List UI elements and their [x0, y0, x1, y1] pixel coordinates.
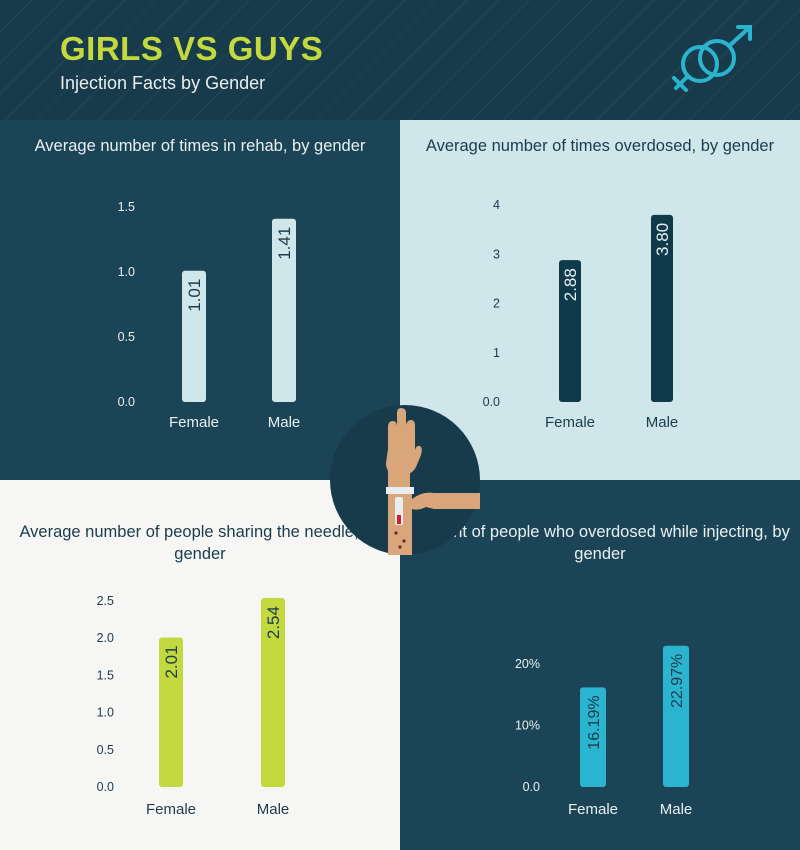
y-tick-label: 20%	[515, 657, 540, 671]
needle-sharing-chart: 0.0 0.5 1.0 1.5 2.0 2.5 2.01 Female 2.54 Male	[97, 594, 290, 818]
y-tick-label: 2	[493, 297, 500, 311]
page-subtitle: Injection Facts by Gender	[60, 73, 266, 93]
header: GIRLS VS GUYS Injection Facts by Gender	[0, 0, 800, 120]
chart-title: Average number of people sharing the nee…	[19, 523, 381, 563]
bar-male	[663, 645, 689, 787]
rehab-chart: 0.0 0.5 1.0 1.5 1.01 Female 1.41 Male	[118, 200, 301, 431]
y-tick-label: 0.0	[523, 780, 540, 794]
y-tick-label: 10%	[515, 719, 540, 733]
y-tick-label: 2.5	[97, 594, 114, 608]
bar-male	[261, 598, 285, 787]
chart-title: Average number of times overdosed, by ge…	[425, 137, 775, 155]
chart-title: Average number of times in rehab, by gen…	[34, 137, 366, 155]
bar-value-label: 2.54	[264, 606, 283, 639]
category-label: Male	[646, 414, 679, 431]
y-tick-label: 1.0	[97, 706, 114, 720]
category-label: Female	[169, 414, 219, 431]
y-tick-label: 2.0	[97, 631, 114, 645]
bar-male	[651, 214, 673, 402]
y-tick-label: 0.0	[97, 780, 114, 794]
y-tick-label: 1.0	[118, 265, 135, 279]
bar-female	[559, 260, 581, 402]
category-label: Male	[257, 801, 290, 818]
category-label: Male	[268, 414, 301, 431]
category-label: Female	[568, 801, 618, 818]
arm-injection-icon	[330, 405, 480, 555]
bar-female	[182, 270, 206, 402]
rehab-panel: Average number of times in rehab, by gen…	[0, 120, 400, 480]
y-tick-label: 0.5	[97, 743, 114, 757]
bar-value-label: 22.97%	[669, 654, 686, 708]
needle-sharing-panel: Average number of people sharing the nee…	[0, 480, 400, 850]
y-tick-label: 0.5	[118, 330, 135, 344]
page-title: GIRLS VS GUYS	[60, 30, 324, 67]
bar-value-label: 2.88	[561, 268, 580, 301]
bar-value-label: 2.01	[162, 645, 181, 678]
gender-symbols-icon	[672, 25, 752, 92]
chart-title: Percent of people who overdosed while in…	[410, 523, 790, 563]
y-tick-label: 1.5	[97, 668, 114, 682]
bar-male	[272, 218, 296, 402]
overdose-percent-panel: Percent of people who overdosed while in…	[400, 480, 800, 850]
bar-value-label: 1.01	[185, 279, 204, 312]
overdose-times-chart: 0.0 1 2 3 4 2.88 Female 3.80 Male	[483, 198, 679, 431]
bar-value-label: 3.80	[653, 223, 672, 256]
bar-female	[580, 687, 606, 787]
y-tick-label: 4	[493, 198, 500, 212]
overdose-percent-chart: 0.0 10% 20% 16.19% Female 22.97% Male	[515, 645, 693, 818]
y-tick-label: 3	[493, 247, 500, 261]
bar-value-label: 16.19%	[586, 695, 603, 749]
bar-female	[159, 637, 183, 787]
y-tick-label: 0.0	[483, 395, 500, 409]
bar-value-label: 1.41	[275, 227, 294, 260]
header-stripes	[0, 0, 800, 120]
overdose-times-panel: Average number of times overdosed, by ge…	[400, 120, 800, 480]
category-label: Female	[545, 414, 595, 431]
y-tick-label: 0.0	[118, 395, 135, 409]
y-tick-label: 1	[493, 346, 500, 360]
category-label: Female	[146, 801, 196, 818]
y-tick-label: 1.5	[118, 200, 135, 214]
category-label: Male	[660, 801, 693, 818]
